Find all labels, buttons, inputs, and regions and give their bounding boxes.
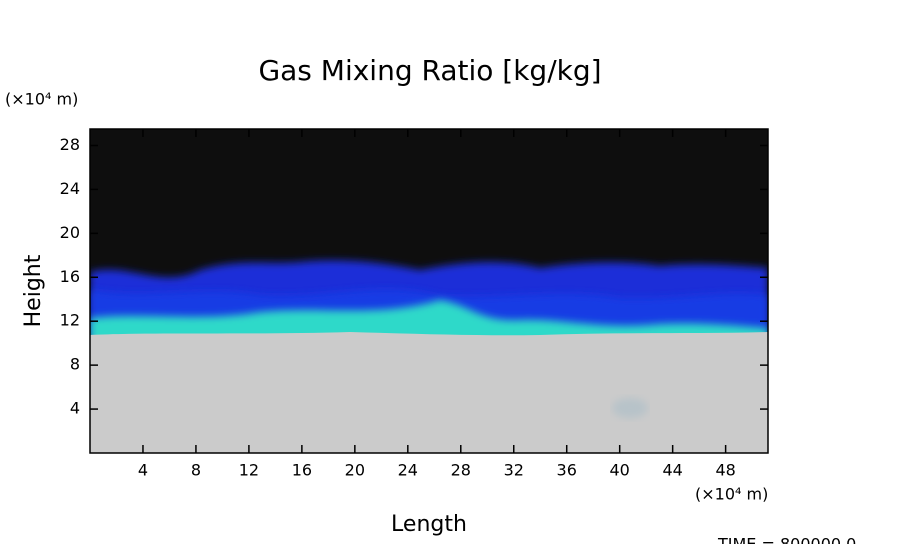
- x-tick-label: 28: [451, 461, 471, 480]
- x-tick-label: 36: [557, 461, 577, 480]
- chart-title: Gas Mixing Ratio [kg/kg]: [258, 54, 601, 87]
- time-label: TIME = 800000.0: [717, 535, 856, 544]
- x-tick-label: 44: [662, 461, 682, 480]
- y-tick-label: 16: [60, 267, 80, 286]
- plot-frame: [89, 128, 769, 454]
- y-tick-label: 12: [60, 311, 80, 330]
- x-tick-label: 20: [345, 461, 365, 480]
- x-tick-label: 16: [292, 461, 312, 480]
- x-tick-label: 8: [191, 461, 201, 480]
- x-tick-label: 48: [715, 461, 735, 480]
- x-tick-label: 32: [504, 461, 524, 480]
- x-tick-label: 24: [398, 461, 418, 480]
- y-tick-label: 28: [60, 135, 80, 154]
- y-tick-label: 24: [60, 179, 80, 198]
- x-unit: (×10⁴ m): [695, 485, 768, 504]
- x-tick-label: 12: [239, 461, 259, 480]
- y-axis-label: Height: [21, 254, 46, 327]
- field-image: [90, 129, 768, 453]
- y-unit: (×10⁴ m): [5, 90, 78, 109]
- x-axis-label: Length: [391, 512, 467, 537]
- x-tick-label: 40: [610, 461, 630, 480]
- x-tick-label: 4: [138, 461, 148, 480]
- y-tick-label: 4: [70, 399, 80, 418]
- y-tick-label: 20: [60, 223, 80, 242]
- y-tick-label: 8: [70, 355, 80, 374]
